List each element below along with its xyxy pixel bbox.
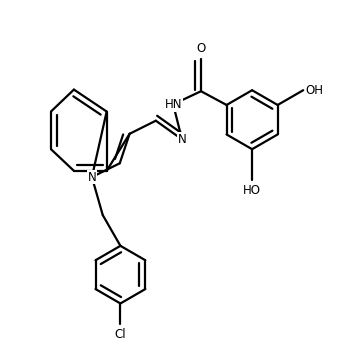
Text: Cl: Cl — [115, 328, 126, 341]
Text: HN: HN — [165, 98, 182, 111]
Text: OH: OH — [306, 84, 324, 97]
Text: N: N — [178, 133, 186, 146]
Text: HO: HO — [243, 184, 261, 197]
Text: O: O — [196, 42, 206, 55]
Text: N: N — [88, 171, 96, 184]
